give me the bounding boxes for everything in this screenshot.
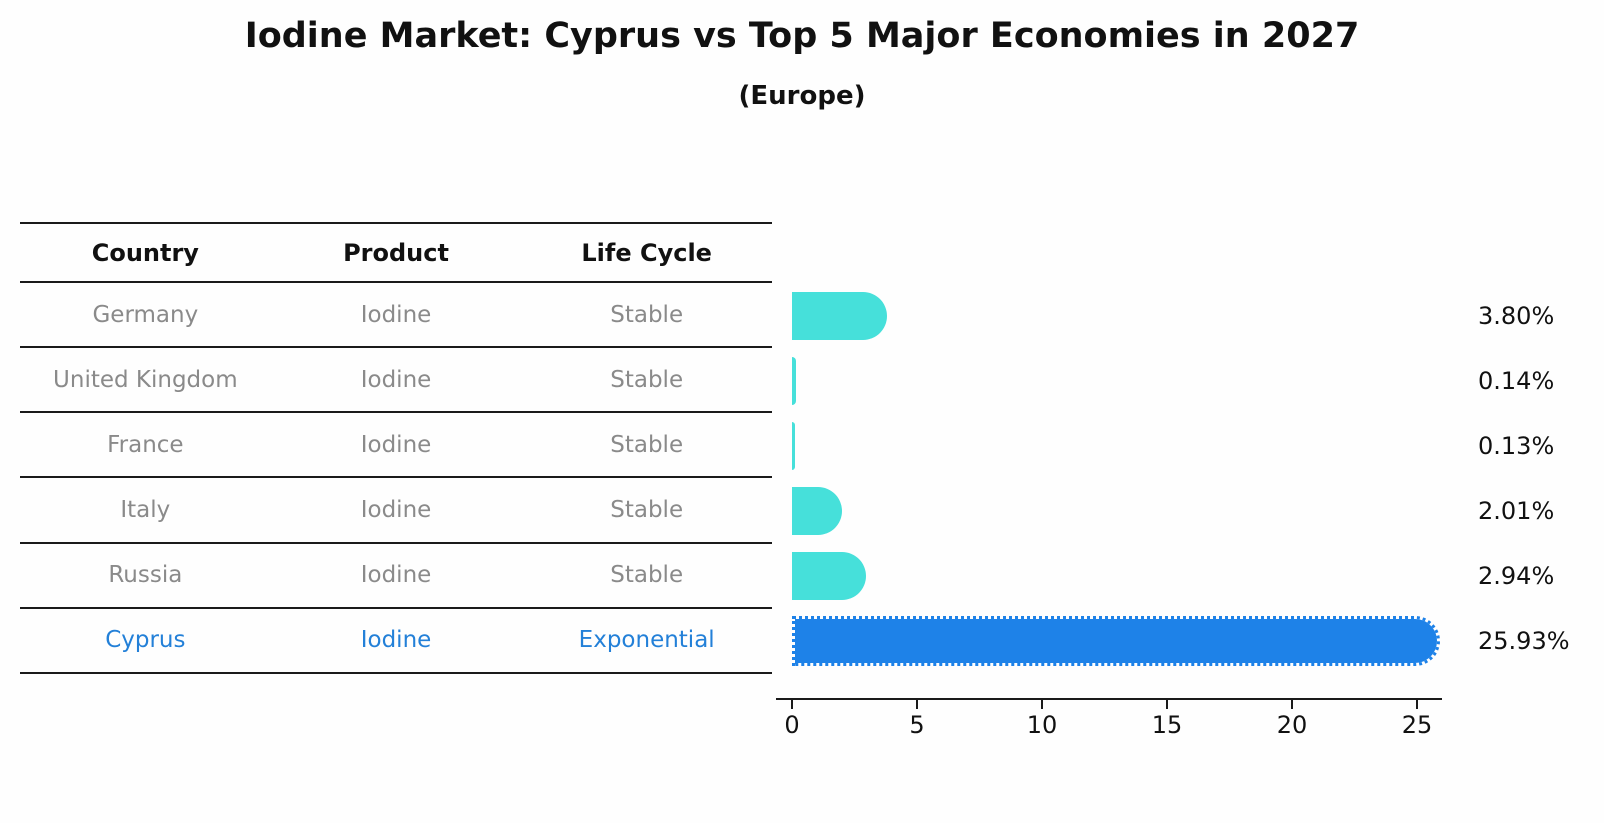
bar-italy <box>792 487 843 536</box>
table-row-united-kingdom: United Kingdom Iodine Stable <box>20 348 772 414</box>
chart-subtitle: (Europe) <box>738 81 866 111</box>
table-cell-country: Germany <box>92 301 199 328</box>
table-cell-life-cycle: Stable <box>610 431 684 458</box>
x-tick-mark-5 <box>916 700 918 709</box>
value-label-france: 0.13% <box>1478 431 1555 460</box>
value-label-cyprus: 25.93% <box>1478 627 1570 656</box>
x-tick-mark-10 <box>1041 700 1043 709</box>
value-label-russia: 2.94% <box>1478 562 1555 591</box>
table-row-italy: Italy Iodine Stable <box>20 478 772 544</box>
table-cell-life-cycle: Stable <box>610 562 684 589</box>
value-label-germany: 3.80% <box>1478 301 1555 330</box>
x-tick-label-5: 5 <box>909 711 925 739</box>
bar-united-kingdom <box>792 356 796 405</box>
x-tick-mark-15 <box>1166 700 1168 709</box>
value-label-united-kingdom: 0.14% <box>1478 366 1555 395</box>
table-cell-product: Iodine <box>360 431 432 458</box>
country-table: Country Product Life Cycle Germany Iodine… <box>20 222 772 674</box>
table-cell-life-cycle: Stable <box>610 366 684 393</box>
table-row-cyprus: Cyprus Iodine Exponential <box>20 609 772 674</box>
table-row-germany: Germany Iodine Stable <box>20 283 772 349</box>
table-cell-product: Iodine <box>360 497 432 524</box>
table-cell-product: Iodine <box>360 562 432 589</box>
column-header-life-cycle: Life Cycle <box>581 238 712 267</box>
table-cell-life-cycle: Stable <box>610 497 684 524</box>
table-cell-country: Russia <box>108 562 183 589</box>
value-label-italy: 2.01% <box>1478 497 1555 526</box>
table-cell-product: Iodine <box>360 366 432 393</box>
table-cell-life-cycle: Exponential <box>578 627 715 654</box>
x-tick-label-10: 10 <box>1026 711 1058 739</box>
table-cell-country: France <box>107 431 184 458</box>
bar-russia <box>792 552 866 601</box>
x-tick-mark-25 <box>1416 700 1418 709</box>
table-header-row: Country Product Life Cycle <box>20 222 772 283</box>
table-row-france: France Iodine Stable <box>20 413 772 479</box>
bar-france <box>792 421 796 470</box>
x-axis-line <box>776 698 1442 700</box>
table-cell-product: Iodine <box>360 301 432 328</box>
table-cell-country: Italy <box>120 497 171 524</box>
chart-title: Iodine Market: Cyprus vs Top 5 Major Eco… <box>244 16 1360 56</box>
x-tick-label-15: 15 <box>1151 711 1183 739</box>
x-tick-label-0: 0 <box>784 711 800 739</box>
table-cell-product: Iodine <box>360 627 432 654</box>
table-body: Germany Iodine Stable United Kingdom Iodine S… <box>20 283 772 674</box>
table-cell-life-cycle: Stable <box>610 301 684 328</box>
bar-cyprus <box>792 616 1441 667</box>
x-tick-label-20: 20 <box>1276 711 1308 739</box>
table-cell-country: United Kingdom <box>53 366 238 393</box>
table-cell-country: Cyprus <box>105 627 186 654</box>
x-tick-mark-20 <box>1291 700 1293 709</box>
bar-germany <box>792 291 887 340</box>
column-header-country: Country <box>91 238 199 267</box>
column-header-product: Product <box>343 238 449 267</box>
x-tick-label-25: 25 <box>1401 711 1433 739</box>
x-tick-mark-0 <box>791 700 793 709</box>
table-row-russia: Russia Iodine Stable <box>20 544 772 609</box>
